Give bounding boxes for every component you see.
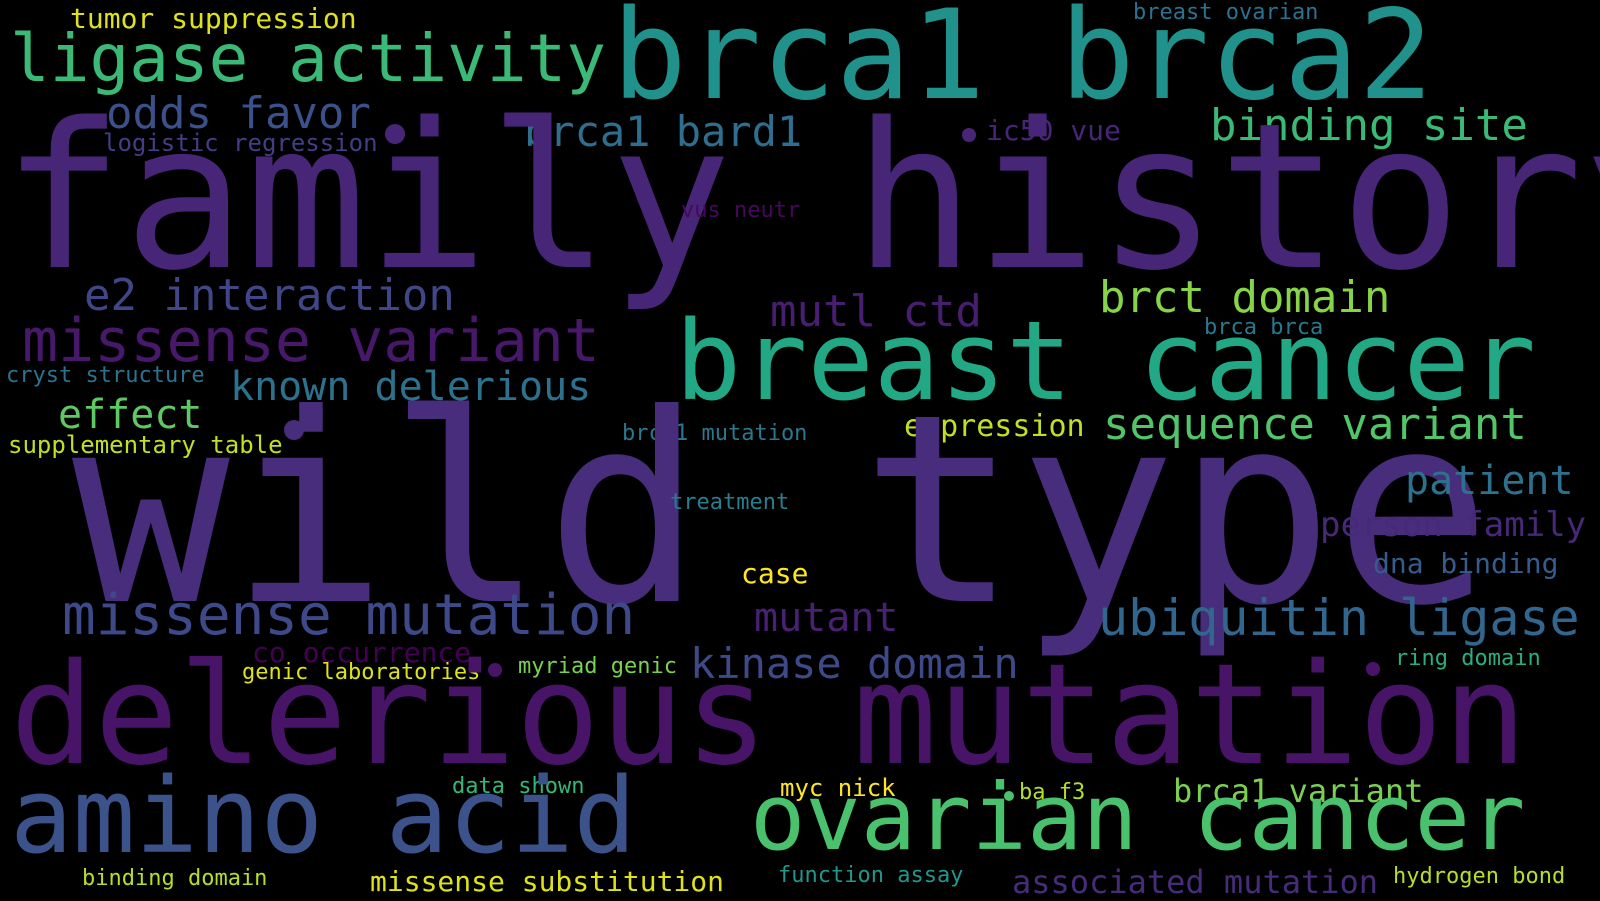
word: function assay: [778, 863, 964, 888]
word: ligase activity: [10, 20, 607, 97]
word: missense substitution: [370, 865, 725, 898]
word: mutant: [754, 595, 899, 641]
word: binding site: [1210, 100, 1528, 151]
word: known delerious: [230, 364, 592, 410]
word: co occurrence: [252, 636, 472, 669]
word: logistic regression: [103, 129, 378, 157]
word: ba f3: [1019, 780, 1086, 805]
word: family history: [2, 79, 1600, 315]
word: tumor suppression: [70, 2, 357, 35]
word: case: [741, 557, 809, 590]
word: odds favor: [106, 88, 371, 139]
word: dna binding: [1373, 547, 1559, 580]
dot-mark: [1366, 662, 1380, 676]
word: hydrogen bond: [1393, 864, 1566, 889]
word: sequence variant: [1103, 399, 1527, 450]
word: binding domain: [82, 866, 268, 891]
word: brca1 brca2: [612, 0, 1434, 128]
dot-mark: [1004, 791, 1014, 801]
word: mutl ctd: [770, 286, 982, 337]
word: wild type: [72, 358, 1492, 663]
dot-mark: [385, 124, 405, 144]
word: brct domain: [1099, 272, 1391, 323]
word: myriad genic: [518, 654, 677, 679]
word: missense mutation: [62, 583, 636, 648]
word: brca1 mutation: [622, 421, 808, 446]
word: ic50 vue: [986, 114, 1121, 147]
dot-mark: [284, 420, 304, 440]
word: ubiquitin ligase: [1098, 589, 1580, 647]
dot-mark: [488, 663, 502, 677]
word: vus neutr: [681, 198, 801, 223]
word: data shown: [452, 774, 585, 799]
word: ovarian cancer: [750, 764, 1526, 871]
word: brca brca: [1204, 315, 1324, 340]
word: cryst structure: [6, 363, 205, 388]
word: brca1 variant: [1173, 772, 1424, 810]
word: e2 interaction: [84, 270, 455, 321]
word: kinase domain: [690, 639, 1019, 688]
word: ring domain: [1395, 646, 1541, 671]
word: associated mutation: [1012, 863, 1379, 901]
word: amino acid: [10, 755, 637, 877]
word: missense variant: [22, 306, 600, 376]
word: expression: [904, 409, 1085, 444]
word: person family: [1320, 505, 1587, 545]
word: supplementary table: [8, 431, 283, 459]
word: breast cancer: [675, 297, 1536, 425]
word: delerious mutation: [10, 634, 1528, 797]
word: myc nick: [780, 774, 896, 802]
dot-mark: [962, 128, 976, 142]
word: patient: [1405, 458, 1574, 504]
word: effect: [58, 392, 203, 438]
word: breast ovarian: [1133, 0, 1319, 25]
word: treatment: [670, 490, 790, 515]
word: brca1 bard1: [524, 107, 803, 156]
word: genic laboratories: [242, 660, 481, 685]
